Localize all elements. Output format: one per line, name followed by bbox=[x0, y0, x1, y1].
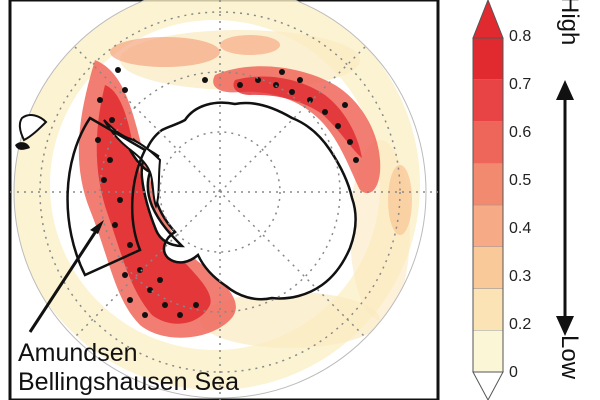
graticule bbox=[10, 0, 438, 400]
legend-tick-0-5: 0.5 bbox=[509, 172, 532, 189]
high-label: High bbox=[556, 0, 583, 46]
colorbar-segment bbox=[472, 121, 504, 164]
colorbar-segment bbox=[472, 246, 504, 289]
legend-tick-0-8: 0.8 bbox=[509, 28, 532, 45]
colorbar-segment bbox=[472, 163, 504, 206]
study-sector-outline bbox=[66, 116, 147, 277]
legend-tick-0-4: 0.4 bbox=[509, 220, 532, 237]
colorbar-frame bbox=[472, 37, 504, 373]
colorbar-segment bbox=[472, 37, 504, 80]
legend-tick-0: 0 bbox=[509, 364, 518, 381]
legend-tick-0-3: 0.3 bbox=[509, 268, 532, 285]
legend-tick-0-7: 0.7 bbox=[509, 76, 532, 93]
colorbar bbox=[472, 0, 504, 400]
shaded-field bbox=[14, 0, 420, 390]
pointer-arrow bbox=[28, 227, 100, 333]
colorbar-segment bbox=[472, 204, 504, 247]
colorbar-bottom-arrow bbox=[472, 371, 504, 400]
antarctic-map: Amundsen Bellingshausen Sea bbox=[8, 0, 440, 400]
legend-tick-0-2: 0.2 bbox=[509, 316, 532, 333]
significance-dots bbox=[95, 67, 359, 318]
annotation-line-1: Amundsen bbox=[18, 339, 138, 367]
legend-tick-0-6: 0.6 bbox=[509, 124, 532, 141]
color-legend: 0.8 0.7 0.6 0.5 0.4 0.3 0.2 0 High Low bbox=[455, 0, 600, 400]
colorbar-segment bbox=[472, 288, 504, 331]
colorbar-segment bbox=[472, 330, 504, 373]
antarctica-outline bbox=[128, 101, 357, 301]
low-label: Low bbox=[556, 335, 583, 380]
annotation-line-2: Bellingshausen Sea bbox=[18, 368, 239, 396]
south-america-tip bbox=[18, 114, 48, 142]
high-low-arrow bbox=[556, 80, 574, 336]
colorbar-top-arrow bbox=[472, 0, 504, 39]
colorbar-segment bbox=[472, 79, 504, 122]
polar-projection-map bbox=[8, 0, 440, 400]
